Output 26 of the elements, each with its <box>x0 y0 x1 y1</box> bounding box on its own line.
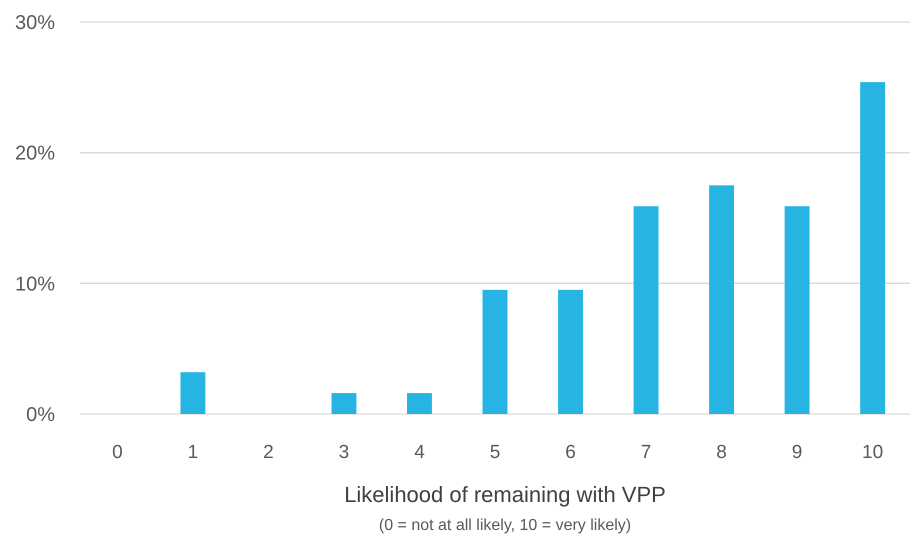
x-tick-label: 1 <box>188 442 198 463</box>
x-tick-label: 4 <box>414 442 426 463</box>
bar <box>709 185 734 414</box>
y-tick-label: 10% <box>14 273 56 296</box>
bar <box>558 290 583 414</box>
bar <box>482 290 508 414</box>
bar <box>331 393 356 414</box>
x-tick-label: 9 <box>792 442 802 463</box>
bar <box>180 372 206 414</box>
bar <box>407 393 432 414</box>
x-tick-label: 3 <box>338 442 350 463</box>
x-tick-label: 5 <box>490 442 500 463</box>
bar <box>860 82 886 414</box>
x-tick-label: 8 <box>716 442 727 463</box>
bar <box>634 206 659 414</box>
x-tick-label: 0 <box>112 442 123 463</box>
y-tick-label: 20% <box>14 142 56 165</box>
y-tick-label: 0% <box>26 404 56 426</box>
x-tick-label: 2 <box>263 442 274 463</box>
x-tick-label: 7 <box>640 442 652 463</box>
bar <box>784 206 810 414</box>
text: (0 = not at all likely, 10 = very likely) <box>378 517 632 534</box>
y-tick-label: 30% <box>14 12 56 34</box>
x-tick-label: 10 <box>862 442 884 463</box>
x-tick-label: 6 <box>565 442 576 463</box>
x-axis-title: Likelihood of remaining with VPP <box>344 482 666 507</box>
